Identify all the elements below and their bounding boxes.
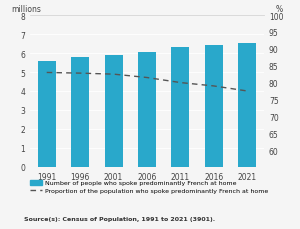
Text: millions: millions bbox=[11, 5, 41, 14]
Legend: Number of people who spoke predominantly French at home, Proportion of the popul: Number of people who spoke predominantly… bbox=[27, 177, 270, 196]
Bar bbox=[205, 45, 223, 167]
Text: Source(s): Census of Population, 1991 to 2021 (3901).: Source(s): Census of Population, 1991 to… bbox=[24, 216, 215, 221]
Bar bbox=[104, 56, 123, 167]
Text: %: % bbox=[276, 5, 283, 14]
Bar bbox=[238, 44, 256, 167]
Bar bbox=[71, 57, 89, 167]
Bar bbox=[138, 53, 156, 167]
Bar bbox=[38, 61, 56, 167]
Bar bbox=[171, 48, 190, 167]
